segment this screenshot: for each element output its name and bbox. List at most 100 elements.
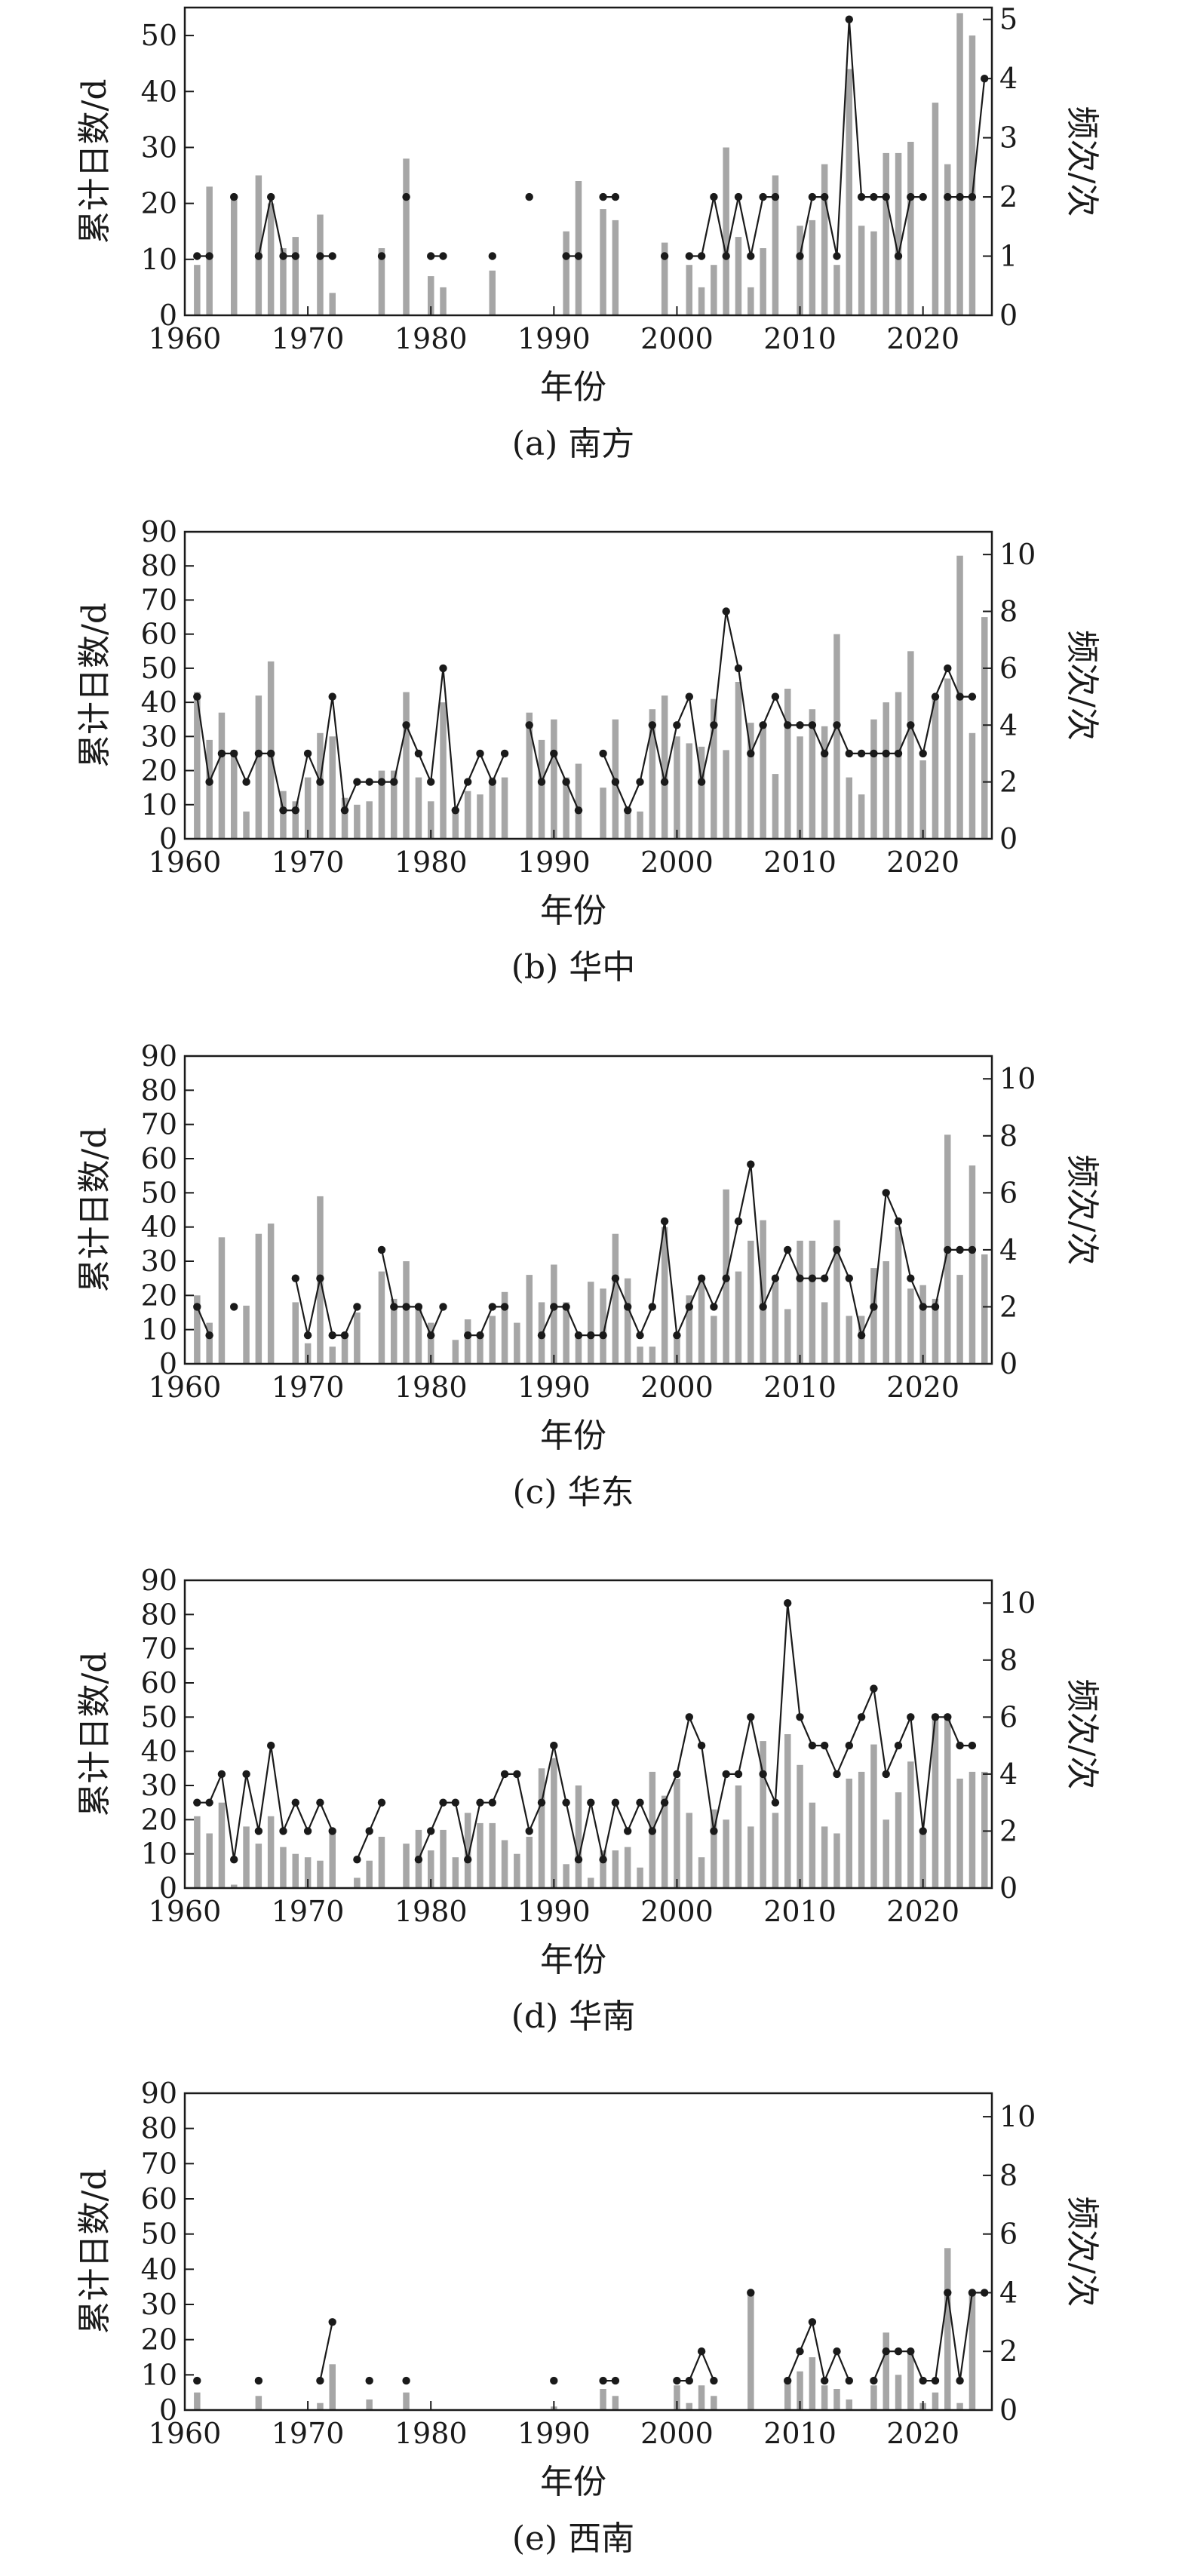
frequency-point xyxy=(931,2376,940,2385)
x-tick-label: 2020 xyxy=(886,2417,959,2450)
bar xyxy=(711,1809,717,1888)
bar xyxy=(452,1340,459,1364)
bar xyxy=(378,770,385,839)
frequency-point xyxy=(562,1798,570,1807)
y-left-tick-label: 10 xyxy=(141,1838,177,1871)
bar xyxy=(255,175,262,315)
bar xyxy=(600,209,606,315)
bar xyxy=(907,2353,914,2410)
bar xyxy=(637,811,643,839)
x-axis-label: 年份 xyxy=(540,2463,606,2501)
panel-caption: (e) 西南 xyxy=(512,2519,634,2558)
frequency-point xyxy=(291,1798,299,1807)
x-tick-label: 2000 xyxy=(640,1371,714,1404)
frequency-point xyxy=(451,806,459,815)
frequency-point xyxy=(845,2376,854,2385)
bar xyxy=(833,265,840,315)
panel-caption: (c) 华东 xyxy=(513,1473,634,1512)
frequency-point xyxy=(956,2376,964,2385)
bar xyxy=(821,726,828,839)
x-axis-label: 年份 xyxy=(540,1417,606,1455)
bar xyxy=(292,801,299,839)
x-tick-label: 2010 xyxy=(763,1371,837,1404)
chart-panel-4: 1960 1970 1980 1990 2000 2010 2020010203040506… xyxy=(75,1564,1101,2036)
frequency-point xyxy=(414,1856,423,1864)
y-right-tick-label: 0 xyxy=(999,299,1018,332)
bar xyxy=(907,1288,914,1364)
bar xyxy=(600,1288,606,1364)
frequency-point xyxy=(821,2376,829,2385)
bar xyxy=(969,732,976,839)
frequency-point xyxy=(759,1303,767,1311)
bar xyxy=(969,1771,976,1888)
frequency-point xyxy=(660,778,669,786)
bar xyxy=(895,1792,902,1888)
frequency-point xyxy=(205,778,213,786)
bar xyxy=(551,1264,557,1364)
frequency-point xyxy=(821,1274,829,1282)
frequency-point xyxy=(907,1274,915,1282)
frequency-point xyxy=(205,1798,213,1807)
frequency-point xyxy=(697,1741,706,1750)
bar xyxy=(538,1768,545,1888)
frequency-point xyxy=(894,749,903,758)
frequency-point xyxy=(230,749,238,758)
bar xyxy=(600,2389,606,2410)
bar xyxy=(661,695,668,839)
frequency-line xyxy=(417,1603,972,1860)
bar xyxy=(747,1826,754,1888)
y-left-tick-label: 0 xyxy=(159,1347,177,1380)
bar xyxy=(637,1867,643,1888)
frequency-point xyxy=(697,252,706,260)
bar xyxy=(624,1847,631,1888)
frequency-point xyxy=(353,1856,361,1864)
bar xyxy=(391,1298,398,1364)
bar xyxy=(267,1816,275,1888)
bar xyxy=(698,2385,705,2410)
bar xyxy=(907,651,914,839)
y-right-tick-label: 2 xyxy=(999,180,1018,213)
frequency-point xyxy=(673,1770,681,1779)
y-left-tick-label: 20 xyxy=(141,2323,177,2356)
x-tick-label: 1980 xyxy=(394,1371,468,1404)
frequency-point xyxy=(254,749,263,758)
bar xyxy=(833,2389,840,2410)
bar xyxy=(870,1744,877,1888)
frequency-point xyxy=(747,2289,755,2297)
bar xyxy=(255,1233,262,1364)
frequency-point xyxy=(205,1331,213,1340)
frequency-point xyxy=(857,1331,866,1340)
frequency-point xyxy=(771,1274,780,1282)
frequency-point xyxy=(267,749,275,758)
frequency-point xyxy=(537,778,546,786)
frequency-point xyxy=(439,252,447,260)
frequency-point xyxy=(821,1741,829,1750)
frequency-point xyxy=(451,1798,459,1807)
bar xyxy=(218,1237,226,1364)
bar xyxy=(883,1819,889,1888)
frequency-point xyxy=(870,192,878,201)
bar xyxy=(907,1761,914,1888)
plot-frame xyxy=(183,2092,993,2412)
bar xyxy=(378,1271,385,1364)
bar xyxy=(231,750,238,839)
y-left-tick-label: 10 xyxy=(141,788,177,821)
bar xyxy=(600,1850,606,1888)
frequency-point xyxy=(919,1303,927,1311)
frequency-point xyxy=(697,2347,706,2356)
frequency-point xyxy=(870,749,878,758)
frequency-point xyxy=(624,1303,632,1311)
frequency-point xyxy=(254,252,263,260)
bar xyxy=(403,1261,410,1364)
frequency-point xyxy=(414,749,423,758)
bar xyxy=(354,1878,361,1888)
bar xyxy=(981,1254,988,1364)
bar xyxy=(612,1233,619,1364)
frequency-point xyxy=(944,192,952,201)
bar xyxy=(206,1833,213,1888)
bar xyxy=(403,692,410,839)
bar xyxy=(809,2357,816,2410)
x-tick-label: 2020 xyxy=(886,1371,959,1404)
y-left-tick-label: 10 xyxy=(141,1313,177,1346)
bar xyxy=(563,231,569,315)
